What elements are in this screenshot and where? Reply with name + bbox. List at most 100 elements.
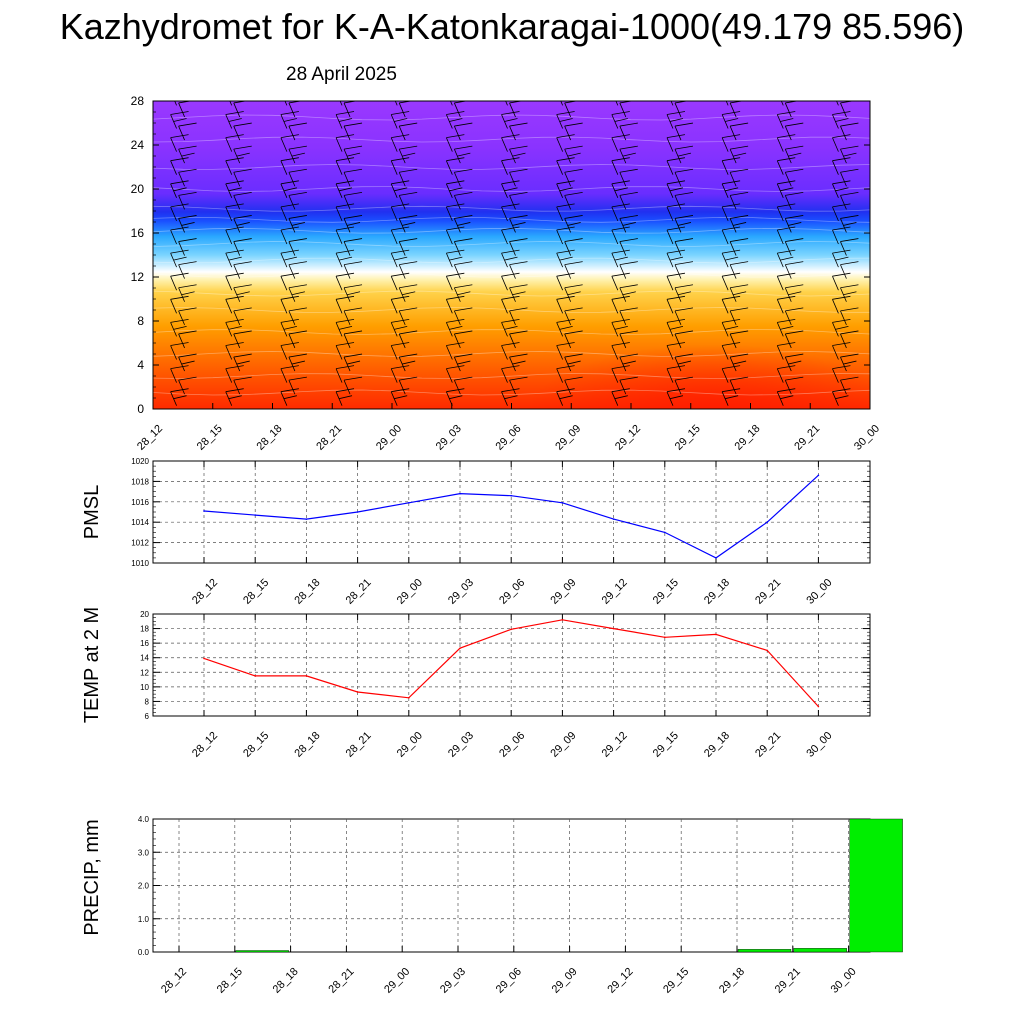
- wind-barb: [170, 388, 189, 406]
- wind-barb: [840, 307, 859, 326]
- wind-barb: [390, 388, 410, 406]
- temp-panel: 6 8 10 12 14 16 18 20 28_12 28_15 28_18 28_21 29_00 2…: [81, 607, 871, 760]
- wind-barb: [225, 272, 244, 291]
- wind-barb: [280, 319, 299, 337]
- wind-barb: [564, 122, 583, 141]
- x-tick-label: 30_00: [829, 966, 859, 996]
- y-axis-label: PRECIP, mm: [81, 819, 103, 935]
- wind-barb: [556, 388, 575, 406]
- wind-barb: [280, 180, 299, 198]
- y-tick-label: 12: [140, 668, 149, 677]
- y-tick-label: 3.0: [138, 848, 150, 857]
- wind-barb: [398, 376, 418, 395]
- wind-barb: [398, 122, 418, 141]
- wind-barb: [453, 284, 473, 302]
- wind-barb: [556, 111, 575, 129]
- wind-barb: [339, 101, 343, 106]
- data-point: [305, 518, 308, 520]
- y-tick-label: 2.0: [138, 882, 150, 891]
- wind-barb: [729, 353, 749, 372]
- x-tick-label: 29_12: [600, 730, 630, 760]
- wind-barb: [398, 191, 418, 210]
- wind-barb: [335, 111, 355, 129]
- y-tick-label: 16: [131, 226, 145, 240]
- data-point: [510, 628, 512, 631]
- data-point: [254, 514, 256, 516]
- pmsl-panel: 1010 1012 1014 1016 1018 1020 28_12 28_15 28_18 2…: [81, 457, 871, 607]
- wind-barb: [343, 238, 363, 256]
- y-tick-label: 1018: [131, 477, 149, 486]
- wind-barb: [445, 272, 465, 291]
- wind-barb: [564, 284, 583, 302]
- wind-barb: [233, 168, 252, 187]
- data-point: [664, 531, 666, 534]
- wind-barb: [335, 295, 355, 314]
- wind-barb: [398, 261, 418, 279]
- wind-barb: [666, 157, 686, 175]
- contour-line: [153, 136, 870, 143]
- wind-barb: [390, 203, 410, 222]
- wind-barb: [776, 249, 796, 268]
- wind-barb: [445, 226, 465, 245]
- wind-barb: [832, 342, 851, 360]
- wind-barb: [556, 342, 575, 360]
- y-tick-label: 1012: [131, 539, 149, 548]
- wind-barb: [343, 376, 363, 395]
- wind-barb: [343, 215, 363, 233]
- data-point: [664, 636, 666, 639]
- wind-barb: [233, 353, 252, 372]
- wind-barb: [170, 180, 189, 198]
- wind-barb: [832, 295, 851, 314]
- data-point: [561, 619, 564, 621]
- wind-barb: [619, 168, 638, 187]
- x-tick-label: 30_00: [804, 730, 834, 760]
- wind-barb: [619, 215, 638, 233]
- wind-barb: [445, 319, 465, 337]
- wind-barb: [556, 319, 575, 337]
- wind-barb: [721, 319, 741, 337]
- wind-barb: [288, 168, 307, 187]
- wind-barb: [776, 365, 796, 383]
- wind-barb: [784, 353, 804, 372]
- wind-barb: [445, 111, 465, 129]
- x-tick-label: 28_18: [292, 577, 322, 607]
- wind-barb: [666, 295, 686, 314]
- wind-barb: [225, 249, 244, 268]
- y-tick-label: 1020: [131, 457, 149, 466]
- wind-barb: [453, 238, 473, 256]
- y-tick-label: 20: [140, 610, 149, 619]
- wind-barb: [225, 134, 244, 152]
- wind-barb: [280, 365, 299, 383]
- data-point: [459, 492, 461, 495]
- wind-barb: [721, 203, 741, 222]
- precip-bar: [849, 818, 903, 953]
- wind-barb: [729, 261, 749, 279]
- wind-barb: [611, 272, 630, 291]
- wind-barb: [564, 330, 583, 349]
- wind-barb: [776, 203, 796, 222]
- wind-barb: [611, 226, 630, 245]
- x-tick-label: 29_00: [395, 577, 425, 607]
- wind-barb: [233, 191, 252, 210]
- wind-barb: [501, 249, 520, 268]
- x-tick-label: 29_15: [651, 730, 681, 760]
- contour-line: [153, 216, 870, 223]
- x-tick-label: 28_12: [135, 423, 165, 453]
- wind-barb: [390, 180, 410, 198]
- wind-barb: [674, 238, 694, 256]
- wind-barb: [288, 376, 307, 395]
- wind-barb: [225, 111, 244, 129]
- wind-barb: [619, 284, 638, 302]
- x-tick-label: 28_21: [344, 577, 374, 607]
- wind-barb: [453, 261, 473, 279]
- wind-barb: [445, 295, 465, 314]
- wind-barb: [453, 215, 473, 233]
- wind-barb: [343, 284, 363, 302]
- wind-barb: [390, 134, 410, 152]
- wind-barb: [776, 342, 796, 360]
- x-tick-label: 29_09: [548, 730, 578, 760]
- wind-barb: [615, 101, 619, 106]
- x-tick-label: 28_15: [241, 577, 271, 607]
- x-tick-label: 28_18: [255, 423, 285, 453]
- wind-barb: [288, 191, 307, 210]
